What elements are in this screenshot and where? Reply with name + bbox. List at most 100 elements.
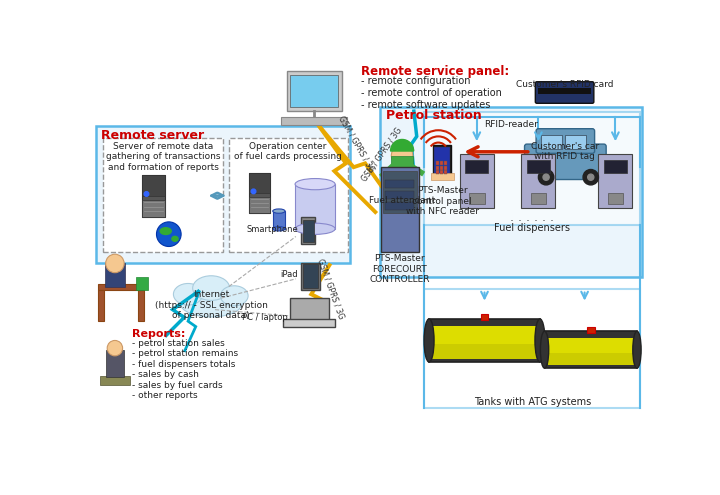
Bar xyxy=(465,159,488,173)
Ellipse shape xyxy=(295,223,335,235)
Circle shape xyxy=(543,174,549,180)
Circle shape xyxy=(588,174,594,180)
Bar xyxy=(142,200,165,217)
Bar xyxy=(106,349,124,377)
Bar xyxy=(436,161,439,165)
Bar xyxy=(433,145,451,177)
Text: GSM / GPRS / 3G: GSM / GPRS / 3G xyxy=(360,126,403,183)
Bar xyxy=(608,193,623,204)
Text: PTS-Master
FORECOURT
CONTROLLER: PTS-Master FORECOURT CONTROLLER xyxy=(369,254,430,284)
FancyBboxPatch shape xyxy=(535,82,594,103)
Ellipse shape xyxy=(180,290,242,317)
Bar xyxy=(290,75,338,107)
Bar xyxy=(98,284,144,291)
Bar xyxy=(96,126,350,263)
Bar xyxy=(283,319,335,327)
Circle shape xyxy=(144,192,149,196)
Ellipse shape xyxy=(535,319,545,362)
Text: Customer's car
with RFID tag: Customer's car with RFID tag xyxy=(531,142,598,161)
Bar xyxy=(433,326,536,344)
Bar xyxy=(425,112,640,225)
Text: GSM / GPRS / 3G: GSM / GPRS / 3G xyxy=(315,257,345,320)
Bar xyxy=(290,298,329,321)
Bar xyxy=(429,319,540,362)
Circle shape xyxy=(107,341,122,356)
Text: . . . . . .: . . . . . . xyxy=(510,211,554,224)
Ellipse shape xyxy=(295,179,335,190)
Ellipse shape xyxy=(273,209,285,213)
Bar xyxy=(379,107,642,277)
Ellipse shape xyxy=(160,228,171,235)
Bar xyxy=(381,167,419,252)
Bar xyxy=(303,220,314,242)
Bar xyxy=(544,331,637,368)
Bar xyxy=(229,138,348,252)
Bar xyxy=(469,193,485,204)
Bar xyxy=(385,191,415,199)
Bar xyxy=(383,171,417,213)
Ellipse shape xyxy=(220,286,248,306)
Text: Server of remote data
gathering of transactions
and formation of reports: Server of remote data gathering of trans… xyxy=(106,142,220,172)
Text: Fuel dispensers: Fuel dispensers xyxy=(494,223,570,233)
Bar xyxy=(303,264,318,288)
Text: iPad: iPad xyxy=(281,270,298,279)
Bar xyxy=(434,147,450,175)
Bar xyxy=(105,263,125,287)
Bar xyxy=(521,154,555,208)
Bar xyxy=(249,173,271,213)
Text: RFID-reader: RFID-reader xyxy=(485,120,539,129)
Bar xyxy=(431,173,454,180)
Bar xyxy=(273,211,285,229)
Bar xyxy=(385,202,415,209)
Ellipse shape xyxy=(172,236,178,241)
FancyBboxPatch shape xyxy=(525,144,606,180)
Bar xyxy=(444,170,447,174)
Ellipse shape xyxy=(273,227,285,231)
Text: Operation center
of fuel cards processing: Operation center of fuel cards processin… xyxy=(234,142,342,161)
Bar xyxy=(137,277,148,291)
Text: Internet
(https:// - SSL encryption
of personal data): Internet (https:// - SSL encryption of p… xyxy=(155,291,268,320)
Text: PC / laptop: PC / laptop xyxy=(243,313,288,322)
Bar xyxy=(287,71,342,111)
Bar xyxy=(539,88,590,94)
FancyBboxPatch shape xyxy=(536,129,595,153)
Ellipse shape xyxy=(541,331,549,368)
Circle shape xyxy=(583,169,598,185)
Ellipse shape xyxy=(174,284,203,305)
Bar xyxy=(436,166,439,169)
Text: Remote service panel:: Remote service panel: xyxy=(361,65,510,78)
Bar xyxy=(385,180,415,188)
Text: Customer's RFID card: Customer's RFID card xyxy=(516,80,613,89)
Ellipse shape xyxy=(633,331,641,368)
Bar xyxy=(541,135,562,148)
Text: GSM / GPRS / 3G: GSM / GPRS / 3G xyxy=(337,114,376,174)
Ellipse shape xyxy=(193,276,230,300)
Bar xyxy=(444,166,447,169)
Bar xyxy=(440,170,443,174)
Bar xyxy=(440,166,443,169)
Text: PTS-Master
control panel
with NFC reader: PTS-Master control panel with NFC reader xyxy=(405,187,479,216)
Circle shape xyxy=(251,189,256,194)
Bar xyxy=(425,289,640,408)
Circle shape xyxy=(106,254,124,273)
Text: - petrol station sales
- petrol station remains
- fuel dispensers totals
- sales: - petrol station sales - petrol station … xyxy=(132,339,238,400)
Bar xyxy=(392,156,413,190)
Text: Reports:: Reports: xyxy=(132,329,185,339)
Bar xyxy=(444,161,447,165)
Bar xyxy=(598,154,632,208)
Bar xyxy=(548,345,634,365)
Text: Fuel attendant: Fuel attendant xyxy=(369,196,435,205)
Bar xyxy=(142,175,165,217)
Ellipse shape xyxy=(424,319,434,362)
Text: Tanks with ATG systems: Tanks with ATG systems xyxy=(474,397,591,407)
Bar xyxy=(587,327,595,333)
Circle shape xyxy=(156,222,181,247)
Bar xyxy=(98,291,104,321)
Circle shape xyxy=(392,145,413,166)
Bar xyxy=(531,193,546,204)
Bar xyxy=(301,217,315,244)
Wedge shape xyxy=(390,140,414,151)
Bar xyxy=(432,335,537,359)
Bar xyxy=(249,198,271,213)
Bar xyxy=(301,263,320,290)
